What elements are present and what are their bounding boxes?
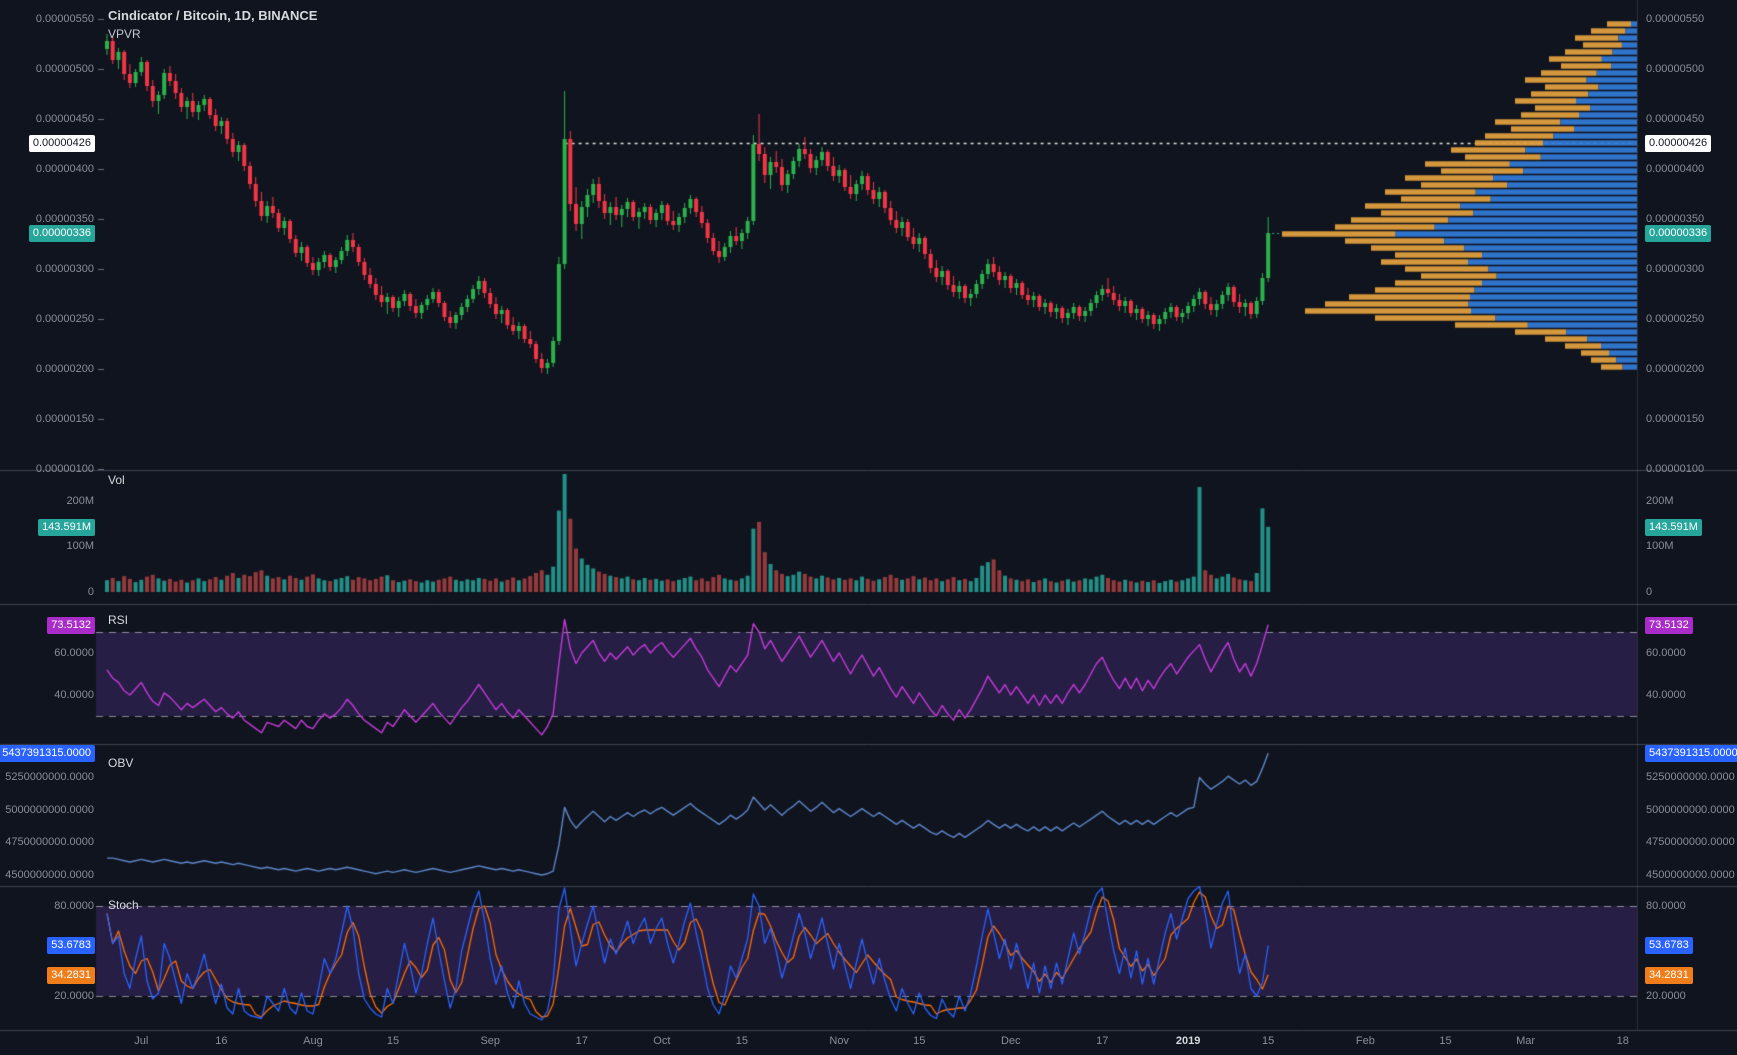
chart-root: Cindicator / Bitcoin, 1D, BINANCE VPVR V… xyxy=(0,0,1737,1055)
chart-canvas[interactable] xyxy=(0,0,1737,1055)
